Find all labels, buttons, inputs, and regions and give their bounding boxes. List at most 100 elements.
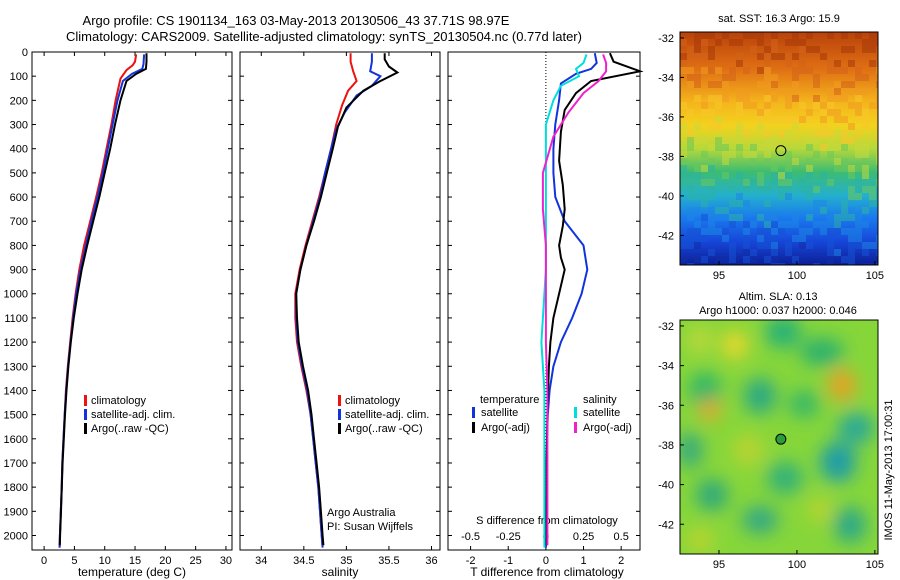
sst-pixel (848, 46, 855, 53)
y-tick-label: 1300 (4, 361, 28, 373)
sst-pixel (701, 67, 708, 74)
y-tick-label: 200 (10, 95, 28, 107)
sst-pixel (834, 144, 841, 151)
sla-map-axes: 95 100 105 -32 -34 -36 -38 -40 -42 (658, 321, 884, 571)
sst-pixel (785, 165, 792, 172)
sst-pixel (729, 67, 736, 74)
sst-pixel (708, 193, 715, 200)
map-x-tick-label: 105 (866, 270, 884, 282)
sst-pixel (876, 67, 878, 74)
sla-map-frame (679, 319, 879, 555)
sst-pixel (736, 102, 743, 109)
map-y-tick-label: -38 (658, 440, 674, 452)
sst-pixel (778, 130, 785, 137)
sst-pixel (722, 144, 729, 151)
sst-pixel (862, 144, 869, 151)
sst-pixel (799, 67, 806, 74)
sst-pixel (813, 74, 820, 81)
sst-pixel (820, 207, 827, 214)
sst-pixel (750, 32, 757, 39)
map-y-tick-label: -32 (658, 321, 674, 333)
sst-pixel (806, 165, 813, 172)
sst-pixel (792, 39, 799, 46)
sst-pixel (778, 116, 785, 123)
sst-pixel (687, 144, 694, 151)
legend-label: Argo(..raw -QC) (91, 423, 169, 435)
sst-pixel (771, 214, 778, 221)
sst-pixel (834, 95, 841, 102)
sst-pixel (736, 172, 743, 179)
sst-pixel (792, 32, 799, 39)
sst-pixel (820, 172, 827, 179)
map-y-tick-label: -38 (658, 151, 674, 163)
y-tick-label: 1000 (4, 289, 28, 301)
sst-pixel (778, 228, 785, 235)
sst-pixel (862, 249, 869, 256)
sst-pixel (876, 95, 878, 102)
sst-pixel (848, 60, 855, 67)
x-tick-label: 34 (255, 555, 267, 567)
sst-pixel (820, 102, 827, 109)
sst-pixel (778, 88, 785, 95)
sst-pixel (792, 88, 799, 95)
x-tick-label: 2 (618, 555, 624, 567)
sst-pixel (806, 32, 813, 39)
sst-pixel (806, 186, 813, 193)
sst-pixel (834, 67, 841, 74)
sst-pixel (799, 228, 806, 235)
sst-pixel (820, 221, 827, 228)
sst-pixel (743, 221, 750, 228)
sst-pixel (862, 151, 869, 158)
sst-pixel (813, 207, 820, 214)
sst-pixel (715, 123, 722, 130)
sst-pixel (729, 200, 736, 207)
sst-pixel (764, 88, 771, 95)
sst-pixel (855, 186, 862, 193)
legend-label: satellite (481, 407, 518, 419)
argo-position-marker (775, 145, 787, 157)
sst-pixel (771, 39, 778, 46)
sst-pixel (736, 200, 743, 207)
sst-pixel (848, 88, 855, 95)
sst-pixel (820, 53, 827, 60)
sst-pixel (715, 102, 722, 109)
sst-pixel (778, 263, 785, 265)
sst-pixel (750, 249, 757, 256)
sst-pixel (722, 151, 729, 158)
sst-pixel (687, 207, 694, 214)
sst-pixel (708, 249, 715, 256)
sst-pixel (680, 242, 687, 249)
sst-pixel (722, 158, 729, 165)
legend-label: Argo(-adj) (481, 422, 530, 434)
series-line-1 (545, 52, 644, 546)
y-tick-label: 700 (10, 216, 28, 228)
x-tick-label: -1 (503, 555, 513, 567)
figure-title-line2: Climatology: CARS2009. Satellite-adjuste… (66, 29, 582, 44)
sst-pixel (701, 102, 708, 109)
sst-pixel (799, 102, 806, 109)
sst-pixel (827, 137, 834, 144)
sst-pixel (694, 172, 701, 179)
sst-pixel (848, 193, 855, 200)
sst-pixel (813, 221, 820, 228)
y-tick-label: 0 (22, 47, 28, 59)
sst-pixel (799, 60, 806, 67)
sst-pixel (869, 263, 876, 265)
sst-pixel (729, 221, 736, 228)
sst-pixel (869, 193, 876, 200)
sst-pixel (750, 256, 757, 263)
sst-pixel (785, 172, 792, 179)
series-line-0 (544, 53, 598, 548)
y-tick-label: 1900 (4, 506, 28, 518)
sst-pixel (715, 137, 722, 144)
sst-pixel (876, 165, 878, 172)
legend-title-temperature: temperature (480, 394, 539, 406)
sst-pixel (750, 151, 757, 158)
map-y-tick-label: -40 (658, 480, 674, 492)
map-y-tick-label: -40 (658, 191, 674, 203)
plot-frame (239, 51, 441, 551)
sst-pixel (855, 32, 862, 39)
sst-pixel (848, 102, 855, 109)
sst-pixel (771, 32, 778, 39)
sst-pixel (771, 116, 778, 123)
